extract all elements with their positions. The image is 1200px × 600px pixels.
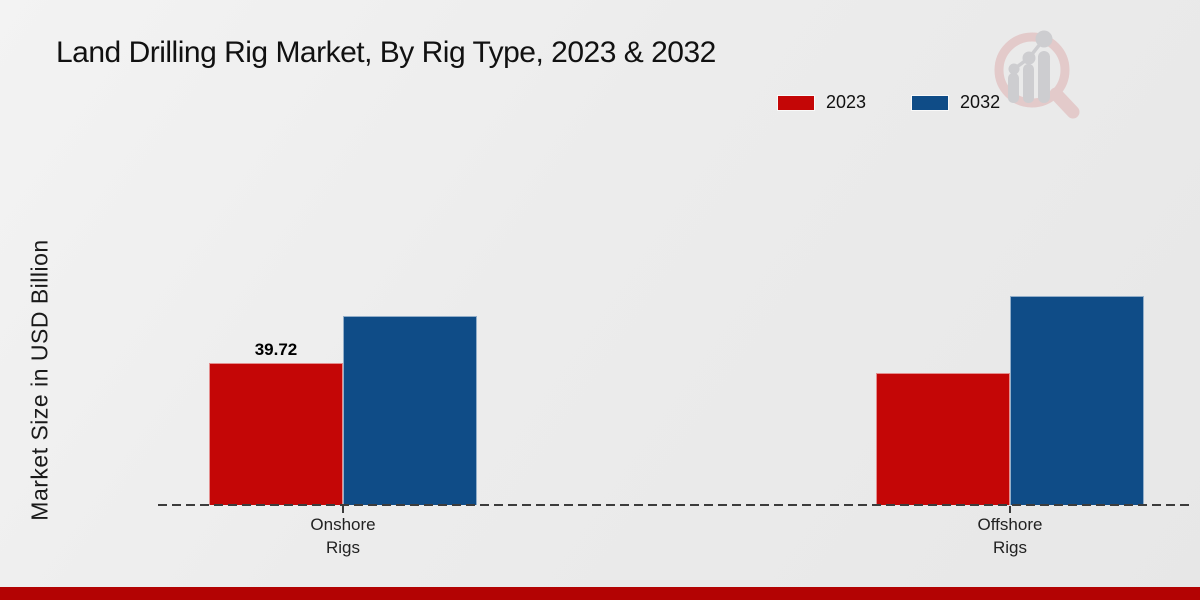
bar-onshore-2032 <box>343 316 477 505</box>
bar-group-onshore: 39.72 <box>209 150 477 505</box>
magnifier-bar-chart-logo-icon <box>994 30 1080 119</box>
bar-column-onshore-2032 <box>343 313 477 505</box>
category-label-line: Offshore <box>977 515 1043 534</box>
chart-title: Land Drilling Rig Market, By Rig Type, 2… <box>56 36 716 69</box>
plot-area: 39.72 Onshore Rigs Offshore Rigs <box>158 150 1194 557</box>
x-axis-tick-offshore <box>1009 506 1011 513</box>
category-label-line: Onshore <box>310 515 376 534</box>
legend-label-2023: 2023 <box>826 92 867 112</box>
bar-column-offshore-2023 <box>876 370 1010 505</box>
x-axis-tick-onshore <box>342 506 344 513</box>
bar-value-label: 39.72 <box>254 340 298 360</box>
category-label-line: Rigs <box>992 537 1027 557</box>
legend-item-2032: 2032 <box>911 92 1001 113</box>
bar-offshore-2023 <box>876 373 1010 505</box>
legend: 2023 2032 <box>777 92 1001 113</box>
category-label-onshore: Onshore Rigs <box>233 514 453 560</box>
bar-group-offshore <box>876 150 1144 505</box>
footer-accent-bar <box>0 587 1200 600</box>
legend-label-2032: 2032 <box>960 92 1001 112</box>
category-label-line: Rigs <box>325 537 360 557</box>
bar-column-onshore-2023: 39.72 <box>209 341 343 505</box>
bar-offshore-2032 <box>1010 296 1144 505</box>
category-label-offshore: Offshore Rigs <box>900 514 1120 560</box>
bar-column-offshore-2032 <box>1010 293 1144 505</box>
y-axis-label: Market Size in USD Billion <box>26 239 53 521</box>
bar-onshore-2023 <box>209 363 343 505</box>
legend-swatch-2023 <box>777 94 815 111</box>
legend-swatch-2032 <box>911 94 950 111</box>
legend-item-2023: 2023 <box>777 92 867 113</box>
x-axis-line <box>158 504 1194 506</box>
